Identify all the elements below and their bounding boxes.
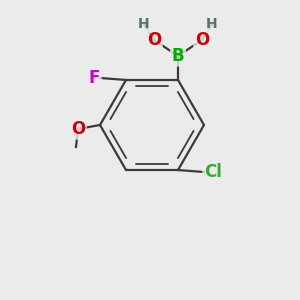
Text: B: B — [172, 47, 184, 65]
Text: H: H — [206, 17, 218, 31]
Text: Cl: Cl — [204, 163, 222, 181]
Text: O: O — [195, 31, 209, 49]
Text: O: O — [71, 120, 85, 138]
Text: O: O — [147, 31, 161, 49]
Text: H: H — [138, 17, 150, 31]
Text: F: F — [88, 69, 100, 87]
